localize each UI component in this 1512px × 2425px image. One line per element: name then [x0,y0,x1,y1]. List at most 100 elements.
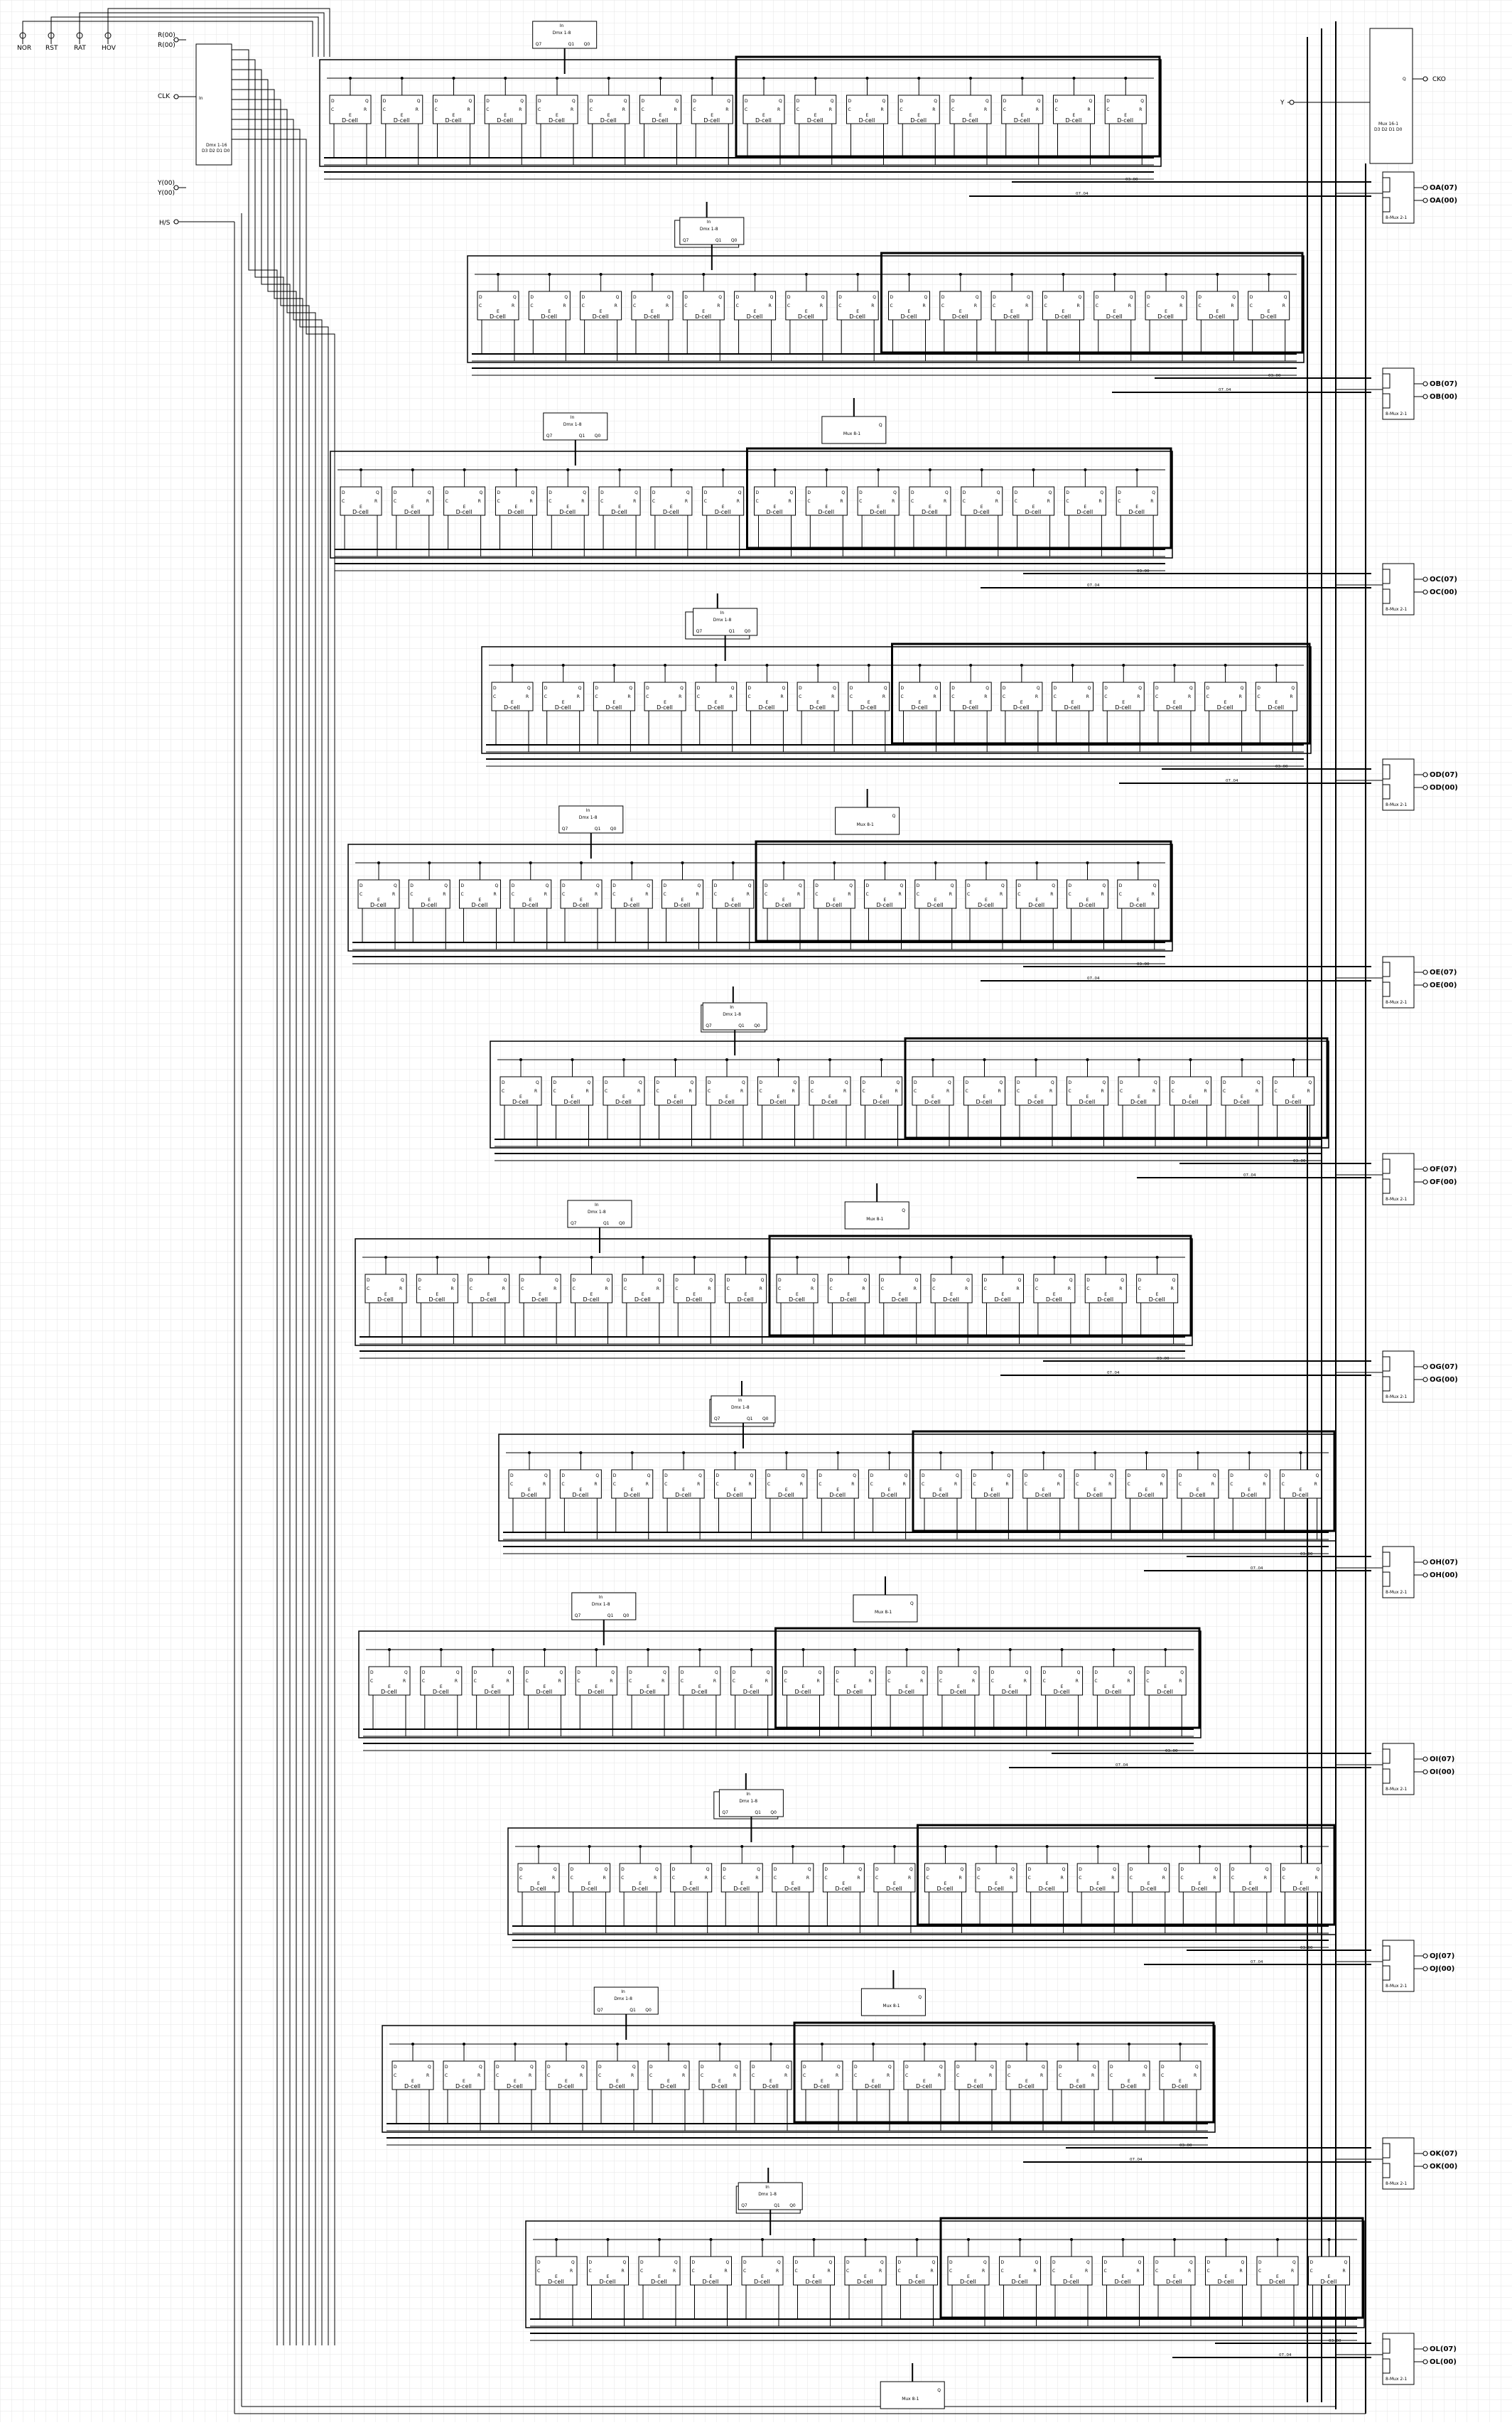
cell-pin-q: Q [394,883,397,888]
left-input-pin[interactable]: R(00) [158,42,176,49]
output-pin[interactable] [1423,2164,1427,2168]
cell-pin-r: R [836,2073,838,2078]
output-pin[interactable] [1423,382,1427,386]
output-pin[interactable] [1423,185,1427,190]
output-pin[interactable] [1423,1377,1427,1382]
cell-pin-r: R [534,1089,537,1094]
cell-pin-q: Q [1100,490,1103,495]
cell-pin-r: R [1307,1089,1310,1094]
cell-pin-d: D [1104,686,1108,691]
block-mux[interactable]: Mux 8-1Q [845,1202,909,1229]
cell-pin-d: D [605,1080,608,1085]
block-mux[interactable]: Mux 8-1Q [836,807,900,834]
output-pin[interactable] [1423,1967,1427,1971]
cell-name: D-cell [859,117,875,124]
cell-name: D-cell [352,509,369,515]
cell-name: D-cell [600,117,617,124]
cell-pin-c: C [544,694,547,699]
output-pin[interactable] [1423,1560,1427,1564]
cell-pin-c: C [1079,1876,1081,1881]
output-mux[interactable]: 8-Mux 2-1 [1383,2333,1414,2384]
output-pin[interactable] [1423,1954,1427,1958]
cell-pin-d: D [795,2260,799,2265]
block-demux[interactable]: InDmx 1-8Q7 Q1 Q0 [544,413,608,440]
left-input-pin[interactable]: Y(00) [157,190,175,197]
output-pin[interactable] [1423,590,1427,594]
cell-pin-c: C [1017,1089,1020,1094]
output-mux[interactable]: 8-Mux 2-1 [1383,957,1414,1008]
cell-name: D-cell [1128,509,1145,515]
cell-name: D-cell [1149,1296,1165,1303]
cell-pin-d: D [640,2260,644,2265]
cell-name: D-cell [1268,704,1284,711]
cell-pin-c: C [984,1286,987,1291]
cell-name: D-cell [1217,704,1233,711]
cell-name: D-cell [381,1689,397,1695]
block-demux[interactable]: InDmx 1-8Q7 Q1 Q0 [533,21,597,48]
cell-pin-c: C [693,107,696,112]
output-pin[interactable] [1423,2151,1427,2156]
mux-title: Mux 8-1 [875,1610,892,1615]
output-mux[interactable]: 8-Mux 2-1 [1383,1154,1414,1205]
block-demux[interactable]: InDmx 1-8Q7 Q1 Q0 [738,2183,802,2210]
cell-name: D-cell [421,902,437,908]
cell-pin-r: R [1057,1482,1060,1487]
cell-pin-c: C [745,107,747,112]
cell-name: D-cell [615,1099,632,1105]
cell-pin-r: R [631,2073,634,2078]
output-pin[interactable] [1423,1167,1427,1171]
output-pin[interactable] [1423,983,1427,987]
output-pin[interactable] [1423,1180,1427,1184]
output-pin[interactable] [1423,1365,1427,1369]
main-demux[interactable]: Dmx 1-16 D3 D2 D1 D0 In [196,44,232,165]
cell-pin-r: R [443,892,446,897]
output-label: OC(07) [1430,576,1457,584]
cell-pin-d: D [1003,686,1006,691]
output-mux[interactable]: 8-Mux 2-1 [1383,1940,1414,1991]
block-demux[interactable]: InDmx 1-8Q7 Q1 Q0 [719,1790,783,1817]
block-demux[interactable]: InDmx 1-8Q7 Q1 Q0 [703,1003,767,1030]
cell-pin-q: Q [757,1867,760,1872]
output-pin[interactable] [1423,577,1427,581]
block-mux[interactable]: Mux 8-1Q [880,2382,944,2409]
cell-name: D-cell [639,1689,656,1695]
output-pin[interactable] [1423,1757,1427,1761]
block-demux[interactable]: InDmx 1-8Q7 Q1 Q0 [680,217,744,244]
output-mux[interactable]: 8-Mux 2-1 [1383,759,1414,810]
cell-pin-q: Q [1164,1867,1167,1872]
output-pin[interactable] [1423,2347,1427,2351]
output-mux[interactable]: 8-Mux 2-1 [1383,564,1414,615]
block-demux[interactable]: InDmx 1-8Q7 Q1 Q0 [559,806,623,833]
demux-pin: Q0 [595,434,601,439]
output-mux[interactable]: 8-Mux 2-1 [1383,368,1414,419]
cell-pin-q: Q [904,1473,908,1478]
output-mux[interactable]: 8-Mux 2-1 [1383,172,1414,223]
cell-name: D-cell [555,704,571,711]
block-mux[interactable]: Mux 8-1Q [822,416,886,443]
output-pin[interactable] [1423,773,1427,777]
block-mux[interactable]: Mux 8-1Q [861,1989,925,2016]
output-mux[interactable]: 8-Mux 2-1 [1383,2138,1414,2189]
output-pin[interactable] [1423,970,1427,974]
cell-pin-d: D [1155,686,1159,691]
output-pin[interactable] [1423,1770,1427,1774]
block-demux[interactable]: InDmx 1-8Q7 Q1 Q0 [711,1396,775,1423]
output-pin[interactable] [1423,198,1427,203]
cell-pin-q: Q [513,295,517,300]
block-demux[interactable]: InDmx 1-8Q7 Q1 Q0 [594,1987,658,2014]
output-pin[interactable] [1423,394,1427,399]
block-demux[interactable]: InDmx 1-8Q7 Q1 Q0 [568,1200,632,1227]
output-mux[interactable]: 8-Mux 2-1 [1383,1351,1414,1402]
cell-pin-d: D [692,2260,696,2265]
output-pin[interactable] [1423,1573,1427,1577]
output-mux[interactable]: 8-Mux 2-1 [1383,1743,1414,1795]
output-pin[interactable] [1423,2360,1427,2364]
cell-name: D-cell [634,1296,651,1303]
output-pin[interactable] [1423,785,1427,790]
block-mux[interactable]: Mux 8-1Q [853,1595,917,1622]
output-mux[interactable]: 8-Mux 2-1 [1383,1547,1414,1598]
cell-pin-q: Q [1130,295,1133,300]
cell-name: D-cell [1066,117,1082,124]
